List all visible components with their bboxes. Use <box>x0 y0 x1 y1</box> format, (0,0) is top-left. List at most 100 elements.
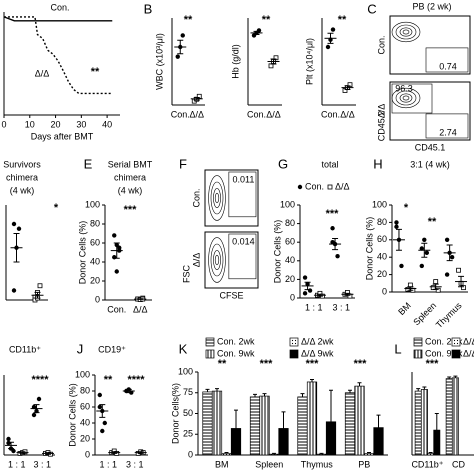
legend-swatch <box>413 349 423 359</box>
error-bar <box>348 389 352 393</box>
point <box>335 253 340 259</box>
flow-plot <box>389 15 471 75</box>
gate-value: 0.014 <box>232 236 255 246</box>
point <box>347 82 353 88</box>
sem-bar <box>316 293 323 297</box>
y-axis-label: Donor Cells (%) <box>272 220 282 284</box>
error-bar <box>376 414 381 428</box>
point <box>37 283 43 289</box>
bar <box>414 390 422 456</box>
y-tick-label: 0 <box>95 294 100 304</box>
bar <box>306 381 318 456</box>
point <box>175 54 180 59</box>
gate-value: 0.74 <box>439 61 457 71</box>
x-tick-label: BM <box>396 300 413 317</box>
bar <box>297 396 308 456</box>
sem-bar <box>99 404 106 418</box>
y-tick-label: 60 <box>377 234 387 244</box>
sem-bar <box>8 441 15 450</box>
contour <box>213 250 221 270</box>
bar <box>451 377 459 456</box>
panel-letter: B <box>144 1 153 16</box>
legend-swatch <box>413 337 423 347</box>
point <box>100 428 105 434</box>
bar <box>325 421 337 456</box>
significance: ** <box>104 374 113 386</box>
chart-title: Serial BMT <box>108 159 153 169</box>
bar <box>363 452 375 456</box>
y-tick-label: 25 <box>183 429 193 439</box>
point <box>405 286 411 292</box>
sem-bar <box>270 58 277 65</box>
y-tick-label: 40 <box>285 255 295 265</box>
contour <box>391 21 421 43</box>
sem-bar <box>344 85 351 90</box>
point <box>302 291 308 296</box>
point <box>327 184 333 190</box>
point <box>302 275 308 280</box>
x-tick-label: BM <box>215 459 229 469</box>
significance: ** <box>184 14 193 26</box>
significance: ** <box>91 66 100 78</box>
error-bar <box>253 393 257 397</box>
y-axis-label: CD45.2 <box>376 111 386 142</box>
row-label: Δ/Δ <box>191 253 201 268</box>
contour <box>399 93 413 103</box>
y-tick-label: 0 <box>85 449 90 459</box>
panel-letter: E <box>84 156 93 171</box>
point <box>196 93 202 99</box>
error-bar <box>367 452 371 454</box>
legend-swatch <box>289 337 299 347</box>
contour <box>399 27 413 37</box>
y-tick-label: 80 <box>377 217 387 227</box>
point <box>11 448 16 454</box>
x-tick-label: 10 <box>25 119 35 129</box>
significance: *** <box>326 208 340 220</box>
x-tick-label: 0 <box>1 119 6 129</box>
sem-bar <box>432 283 439 290</box>
legend-label: Δ/Δ <box>463 348 474 358</box>
contour <box>210 243 224 277</box>
legend-swatch <box>289 349 299 359</box>
point <box>180 33 185 38</box>
point <box>307 288 313 293</box>
bar <box>373 427 384 456</box>
sem-bar <box>111 451 118 454</box>
point <box>112 255 117 260</box>
bar <box>445 378 453 456</box>
x-tick-label: Con. <box>247 109 266 119</box>
x-axis-label: CFSE <box>219 290 243 300</box>
y-tick-label: 0 <box>382 286 387 296</box>
row-label: Δ/Δ <box>376 104 386 119</box>
contour <box>214 192 220 204</box>
panel-letter: L <box>394 341 401 356</box>
survival-line <box>3 16 113 22</box>
y-tick-label: 100 <box>85 199 100 209</box>
y-axis-label: Donor Cells (%) <box>67 383 77 447</box>
panel-letter: H <box>373 156 382 171</box>
bar <box>211 390 223 456</box>
bar <box>316 453 327 456</box>
legend-label: Δ/Δ 2wk <box>301 336 334 346</box>
sem-bar <box>137 451 144 454</box>
gate <box>228 233 257 280</box>
x-axis-label: CD45.1 <box>415 142 446 152</box>
point <box>117 245 122 250</box>
point <box>342 88 348 93</box>
point <box>256 28 262 33</box>
error-bar <box>329 389 333 422</box>
panel-letter: J <box>77 341 84 356</box>
point <box>419 263 424 269</box>
significance: *** <box>306 358 320 370</box>
y-axis-label: Plt (x10⁴/μl) <box>304 38 314 85</box>
point <box>435 287 441 293</box>
x-tick-label: 3 : 1 <box>126 459 144 469</box>
y-tick-label: 60 <box>80 401 90 411</box>
point <box>31 404 37 410</box>
point <box>461 285 466 291</box>
error-bar <box>416 388 421 392</box>
error-bar <box>272 452 276 455</box>
legend-swatch <box>205 349 215 359</box>
contour <box>402 95 410 101</box>
bar <box>202 391 213 456</box>
